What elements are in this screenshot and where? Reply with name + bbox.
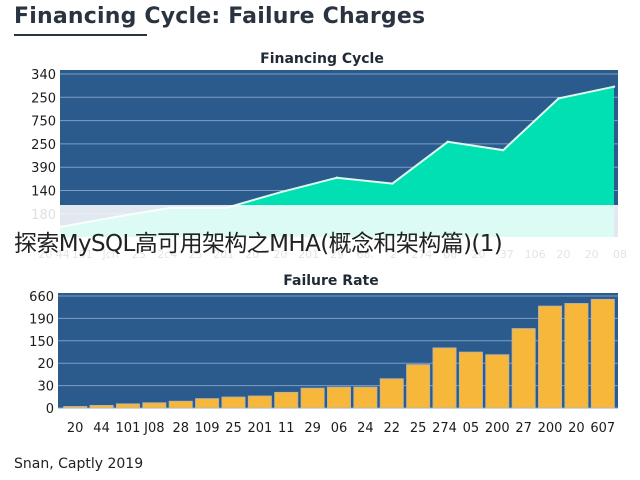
chart2-x-tick-label: 22 bbox=[383, 421, 400, 436]
caption-overlay-text: 探索MySQL高可用架构之MHA(概念和架构篇)(1) bbox=[14, 231, 503, 257]
chart2-x-tick-label: 20 bbox=[67, 421, 84, 436]
page-title: Financing Cycle: Failure Charges bbox=[14, 4, 426, 29]
chart1-y-tick-label: 250 bbox=[31, 91, 56, 106]
chart1-data-point bbox=[335, 176, 339, 179]
caption-overlay-band bbox=[0, 205, 640, 263]
failure-rate-chart: 660 190 150 20 30 0 20 44 101 J08 28 109 25 201 11 29 06… bbox=[29, 290, 618, 436]
chart2-bar bbox=[115, 403, 140, 409]
chart2-x-tick-label: 200 bbox=[485, 421, 510, 436]
chart2-bar bbox=[379, 378, 404, 409]
chart2-y-tick-label: 190 bbox=[29, 312, 54, 327]
chart1-y-tick-label: 390 bbox=[31, 161, 56, 176]
chart2-x-tick-label: 44 bbox=[93, 421, 110, 436]
chart2-x-tick-label: 27 bbox=[515, 421, 532, 436]
chart2-bar bbox=[89, 404, 114, 409]
chart2-bar bbox=[353, 386, 378, 409]
chart2-x-tick-label: 05 bbox=[463, 421, 480, 436]
chart2-x-tick-label: 28 bbox=[172, 421, 189, 436]
source-note: Snan, Captly 2019 bbox=[14, 456, 144, 472]
chart2-title: Failure Rate bbox=[283, 273, 378, 289]
chart2-bar bbox=[274, 391, 299, 409]
chart2-x-tick-label: 607 bbox=[590, 421, 615, 436]
chart2-x-tick-label: 24 bbox=[357, 421, 374, 436]
chart2-bar bbox=[247, 395, 272, 409]
chart2-x-tick-label: 101 bbox=[116, 421, 141, 436]
chart2-x-tick-label: 109 bbox=[195, 421, 220, 436]
chart2-bar bbox=[142, 402, 167, 409]
chart2-x-tick-label: 25 bbox=[225, 421, 242, 436]
chart2-bar bbox=[538, 305, 563, 409]
chart1-data-point bbox=[557, 97, 560, 100]
title-underline bbox=[14, 34, 147, 36]
chart2-y-tick-label: 20 bbox=[37, 357, 54, 372]
chart2-y-tick-label: 660 bbox=[29, 290, 54, 305]
chart2-x-tick-label: 20 bbox=[568, 421, 585, 436]
chart1-y-tick-label: 340 bbox=[31, 68, 56, 83]
chart2-bar bbox=[511, 328, 536, 409]
chart1-data-point bbox=[612, 85, 616, 88]
chart2-bar bbox=[326, 386, 352, 409]
chart2-bar bbox=[168, 400, 193, 409]
chart2-x-tick-label: 29 bbox=[304, 421, 321, 436]
chart2-x-tick-label: 06 bbox=[331, 421, 348, 436]
chart2-x-tick-label: 200 bbox=[538, 421, 563, 436]
chart2-bar bbox=[564, 303, 589, 409]
chart2-bar bbox=[195, 398, 220, 409]
chart2-x-tick-label: J08 bbox=[143, 421, 164, 436]
chart1-data-point bbox=[391, 182, 394, 185]
chart2-bar bbox=[485, 354, 510, 409]
chart2-y-tick-label: 30 bbox=[37, 380, 54, 395]
chart2-bar bbox=[432, 347, 457, 409]
chart1-y-tick-label: 750 bbox=[31, 115, 56, 130]
chart2-bar bbox=[406, 364, 431, 409]
chart1-area-series bbox=[60, 86, 614, 237]
chart2-bar bbox=[63, 406, 88, 409]
chart1-data-point bbox=[446, 140, 449, 144]
chart2-bar bbox=[458, 351, 483, 409]
chart2-y-tick-label: 0 bbox=[46, 402, 54, 417]
chart2-x-tick-label: 274 bbox=[432, 421, 457, 436]
chart2-bar bbox=[300, 387, 325, 409]
chart2-y-tick-label: 150 bbox=[29, 335, 54, 350]
chart2-x-tick-label: 11 bbox=[278, 421, 295, 436]
chart2-bar bbox=[590, 298, 615, 409]
chart1-y-tick-label: 140 bbox=[31, 185, 56, 200]
chart2-bar bbox=[221, 396, 246, 409]
chart1-data-point bbox=[502, 148, 505, 152]
chart2-x-tick-label: 201 bbox=[247, 421, 272, 436]
chart2-x-tick-label: 25 bbox=[410, 421, 427, 436]
chart1-title: Financing Cycle bbox=[260, 51, 384, 67]
chart1-y-tick-label: 250 bbox=[31, 138, 56, 153]
chart1-data-point bbox=[280, 190, 283, 194]
